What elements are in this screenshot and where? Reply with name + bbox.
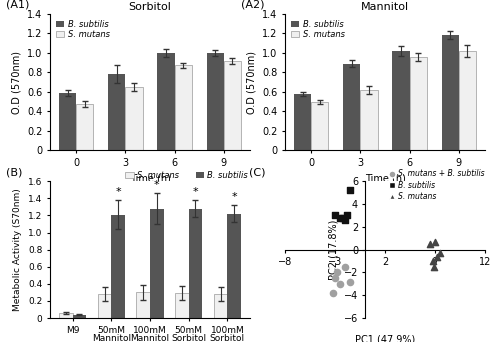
Bar: [392, 51, 409, 150]
Point: [333, 270, 341, 275]
Bar: [228, 214, 241, 318]
Y-axis label: O.D (570nm): O.D (570nm): [246, 51, 256, 114]
Bar: [98, 294, 112, 318]
Point: [331, 213, 339, 218]
Bar: [188, 209, 202, 318]
Text: *: *: [232, 192, 237, 202]
Bar: [174, 65, 192, 150]
Y-axis label: O.D (570nm): O.D (570nm): [12, 51, 22, 114]
Bar: [158, 53, 174, 150]
Bar: [458, 51, 476, 150]
Bar: [59, 313, 72, 318]
Bar: [206, 53, 224, 150]
Point: [341, 217, 349, 223]
Text: (C): (C): [249, 168, 266, 177]
Legend: S. mutans + B. subtilis, B. subtilis, S. mutans: S. mutans + B. subtilis, B. subtilis, S.…: [388, 169, 485, 202]
Point: [331, 275, 339, 281]
Title: Sorbitol: Sorbitol: [128, 1, 172, 12]
Bar: [175, 293, 188, 318]
Bar: [59, 93, 76, 150]
Bar: [442, 35, 458, 150]
Bar: [214, 294, 228, 318]
Y-axis label: PC2 (17.8%): PC2 (17.8%): [328, 220, 338, 280]
Point: [436, 250, 444, 256]
Y-axis label: Metabolic Activity (S70nm): Metabolic Activity (S70nm): [14, 188, 22, 311]
Title: Mannitol: Mannitol: [361, 1, 409, 12]
Bar: [72, 315, 86, 318]
Point: [336, 281, 344, 287]
Bar: [224, 61, 241, 150]
Text: (A1): (A1): [6, 0, 30, 10]
X-axis label: PC1 (47.9%): PC1 (47.9%): [355, 334, 415, 342]
Point: [429, 258, 437, 264]
Legend: B. subtilis, S. mutans: B. subtilis, S. mutans: [54, 18, 111, 41]
Bar: [360, 90, 378, 150]
Bar: [126, 87, 142, 150]
Legend: B. subtilis, S. mutans: B. subtilis, S. mutans: [289, 18, 346, 41]
Bar: [150, 209, 164, 318]
Bar: [343, 64, 360, 150]
Bar: [410, 57, 427, 150]
Point: [329, 290, 337, 296]
Point: [336, 215, 344, 221]
Bar: [294, 94, 312, 150]
Text: (B): (B): [6, 168, 22, 177]
X-axis label: Time (h): Time (h): [130, 174, 170, 184]
Text: (A2): (A2): [241, 0, 264, 10]
Text: *: *: [192, 187, 198, 197]
Text: *: *: [154, 180, 160, 190]
Point: [426, 241, 434, 247]
Point: [346, 279, 354, 284]
Point: [339, 215, 347, 221]
Point: [430, 264, 438, 269]
Point: [343, 213, 351, 218]
Legend: S. mutans, B. subtilis: S. mutans, B. subtilis: [124, 169, 250, 181]
Point: [346, 188, 354, 193]
Bar: [312, 102, 328, 150]
Point: [341, 264, 349, 269]
X-axis label: Time (h): Time (h): [364, 174, 406, 184]
Bar: [76, 104, 94, 150]
Bar: [108, 74, 126, 150]
Bar: [136, 292, 150, 318]
Text: *: *: [116, 187, 121, 197]
Point: [431, 239, 439, 245]
Point: [433, 254, 441, 259]
Bar: [112, 215, 125, 318]
